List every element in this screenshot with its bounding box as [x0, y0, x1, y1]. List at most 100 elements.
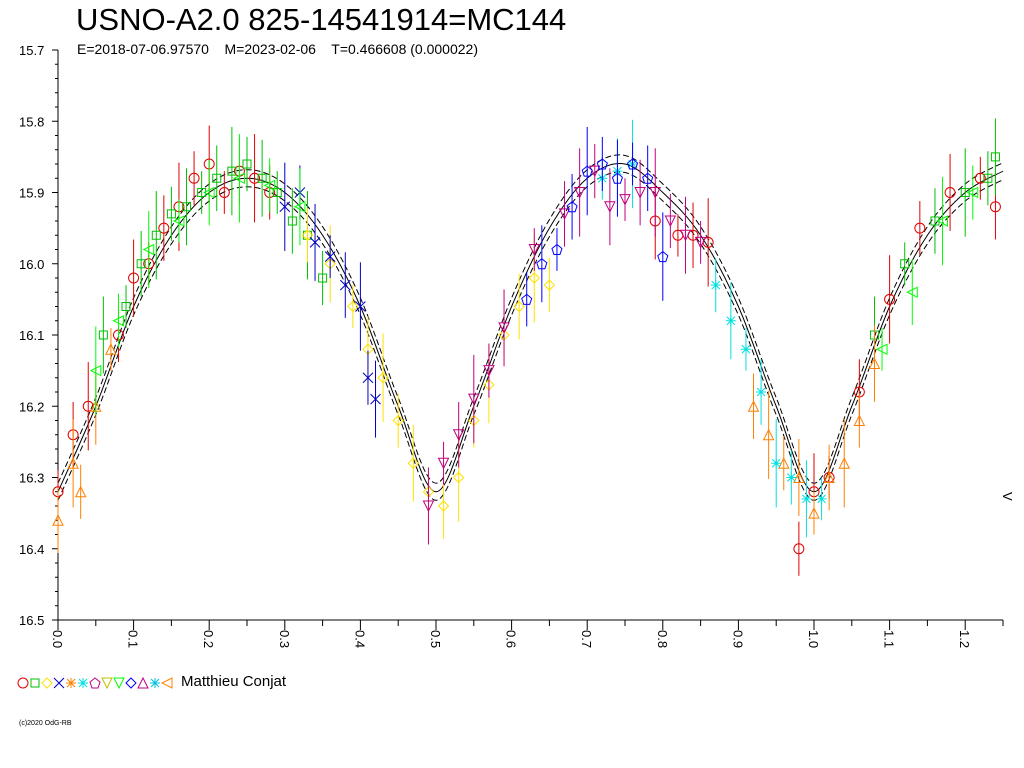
point-marker — [89, 677, 101, 689]
point-marker — [974, 172, 986, 184]
point-marker — [694, 236, 707, 249]
y-tick-label: 16.2 — [19, 399, 44, 414]
point-marker — [808, 507, 820, 519]
x-tick-label: 0.5 — [428, 630, 443, 648]
point-marker — [551, 243, 563, 255]
point-marker — [263, 179, 276, 192]
legend-symbols — [16, 673, 176, 693]
point-marker — [801, 493, 812, 504]
point-marker — [74, 485, 87, 498]
point-marker — [786, 472, 797, 483]
data-series — [98, 118, 1000, 374]
point-marker — [66, 678, 76, 688]
point-marker — [309, 237, 321, 248]
y-tick-label: 15.9 — [19, 186, 44, 201]
y-tick-label: 16.0 — [19, 257, 44, 272]
point-marker — [437, 457, 450, 470]
point-marker — [467, 393, 480, 406]
x-tick-label: 0.2 — [201, 630, 216, 648]
point-marker — [370, 393, 381, 405]
point-marker — [710, 280, 721, 291]
point-marker — [355, 301, 366, 312]
y-tick-label: 15.8 — [19, 114, 44, 129]
point-marker — [611, 172, 624, 184]
point-marker — [272, 188, 282, 197]
point-marker — [188, 172, 200, 184]
data-series — [52, 125, 1001, 576]
point-marker — [17, 677, 29, 689]
x-tick-label: 0.4 — [352, 630, 367, 648]
point-marker — [983, 173, 993, 183]
point-marker — [960, 188, 970, 197]
point-marker — [113, 677, 125, 690]
point-marker — [875, 343, 888, 356]
data-series — [521, 126, 669, 327]
point-marker — [634, 187, 646, 199]
point-marker — [936, 215, 949, 227]
x-tick-label: 1.0 — [806, 630, 821, 648]
point-marker — [566, 201, 578, 213]
point-marker — [528, 272, 540, 284]
copyright-text: (c)2020 OdG-RB — [19, 720, 72, 727]
point-marker — [989, 201, 1001, 213]
point-marker — [137, 676, 149, 689]
point-marker — [212, 173, 222, 183]
point-marker — [483, 365, 495, 377]
point-marker — [536, 258, 548, 270]
point-marker — [725, 315, 736, 326]
x-axis-labels: 0.0 0.1 0.2 0.3 0.4 0.5 0.6 0.7 0.8 0.9 1.0 1.1 1.2 — [50, 630, 972, 648]
point-marker — [528, 244, 541, 256]
point-marker — [279, 201, 291, 213]
point-marker — [930, 216, 940, 226]
page-title: USNO-A2.0 825-14541914=MC144 — [76, 2, 567, 37]
point-marker — [642, 172, 654, 184]
point-marker — [573, 187, 586, 199]
point-marker — [227, 166, 237, 176]
legend-symbol-strip — [17, 676, 173, 690]
point-marker — [78, 678, 88, 688]
point-marker — [197, 188, 207, 197]
point-marker — [740, 344, 751, 355]
y-tick-label: 16.5 — [19, 613, 44, 628]
x-tick-label: 1.2 — [957, 630, 972, 648]
point-marker — [41, 677, 53, 689]
point-marker — [121, 302, 131, 311]
point-marker — [98, 330, 108, 340]
point-marker — [242, 159, 252, 169]
point-marker — [900, 259, 910, 269]
v-marker: V — [1000, 492, 1015, 501]
point-marker — [158, 222, 170, 234]
point-marker — [52, 514, 64, 526]
point-marker — [53, 677, 65, 689]
point-marker — [596, 158, 608, 170]
point-marker — [762, 428, 775, 441]
x-tick-label: 0.9 — [730, 630, 745, 648]
point-marker — [521, 293, 533, 305]
point-marker — [150, 678, 160, 688]
point-marker — [944, 187, 956, 198]
x-tick-label: 0.3 — [277, 630, 292, 648]
point-marker — [581, 165, 593, 177]
point-marker — [452, 429, 465, 441]
point-marker — [793, 543, 805, 555]
point-marker — [233, 172, 245, 185]
x-tick-label: 0.6 — [504, 630, 519, 648]
point-marker — [89, 364, 102, 377]
point-marker — [128, 272, 140, 284]
point-marker — [112, 314, 124, 327]
point-marker — [392, 414, 404, 427]
data-series — [89, 134, 979, 415]
point-marker — [203, 186, 215, 199]
chart-axes — [52, 49, 1004, 630]
data-points — [52, 118, 1001, 576]
point-marker — [498, 322, 510, 334]
fit-curve-main — [57, 162, 1004, 493]
y-tick-label: 15.7 — [19, 43, 44, 58]
point-marker — [172, 215, 185, 227]
point-marker — [966, 186, 979, 199]
point-marker — [452, 471, 465, 484]
point-marker — [884, 293, 896, 305]
point-marker — [362, 372, 374, 384]
point-marker — [657, 250, 669, 263]
y-tick-label: 16.3 — [19, 471, 44, 486]
